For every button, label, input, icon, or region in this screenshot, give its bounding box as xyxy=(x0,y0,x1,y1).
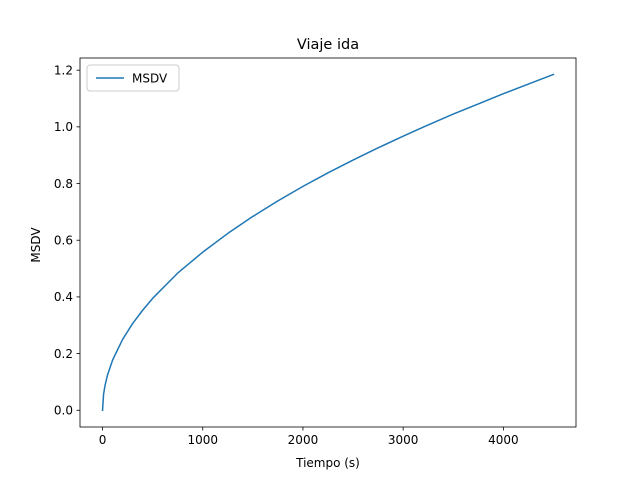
chart-title: Viaje ida xyxy=(297,37,359,53)
legend-box xyxy=(86,64,180,92)
y-tick-label: 0.0 xyxy=(54,404,73,418)
x-tick-label: 2000 xyxy=(288,433,319,447)
legend-entry-label: MSDV xyxy=(132,71,168,85)
x-tick-label: 4000 xyxy=(488,433,519,447)
legend: MSDV xyxy=(86,64,180,92)
y-axis-ticks: 0.0 0.2 0.4 0.6 0.8 1.0 1.2 xyxy=(54,63,80,418)
x-axis-ticks: 0 1000 2000 3000 4000 xyxy=(99,427,519,447)
series-line-msdv xyxy=(101,73,555,412)
x-tick-label: 0 xyxy=(99,433,107,447)
y-tick-label: 1.2 xyxy=(54,63,73,77)
plot-area xyxy=(79,57,577,428)
x-tick-label: 3000 xyxy=(388,433,419,447)
y-axis-label: MSDV xyxy=(29,227,43,263)
x-axis-label: Tiempo (s) xyxy=(295,456,360,470)
y-tick-label: 1.0 xyxy=(54,120,73,134)
y-tick-label: 0.4 xyxy=(54,290,73,304)
y-tick-label: 0.6 xyxy=(54,234,73,248)
axes-background xyxy=(80,58,576,427)
axes-frame xyxy=(79,57,577,428)
y-tick-label: 0.8 xyxy=(54,177,73,191)
x-tick-label: 1000 xyxy=(187,433,218,447)
y-tick-label: 0.2 xyxy=(54,347,73,361)
